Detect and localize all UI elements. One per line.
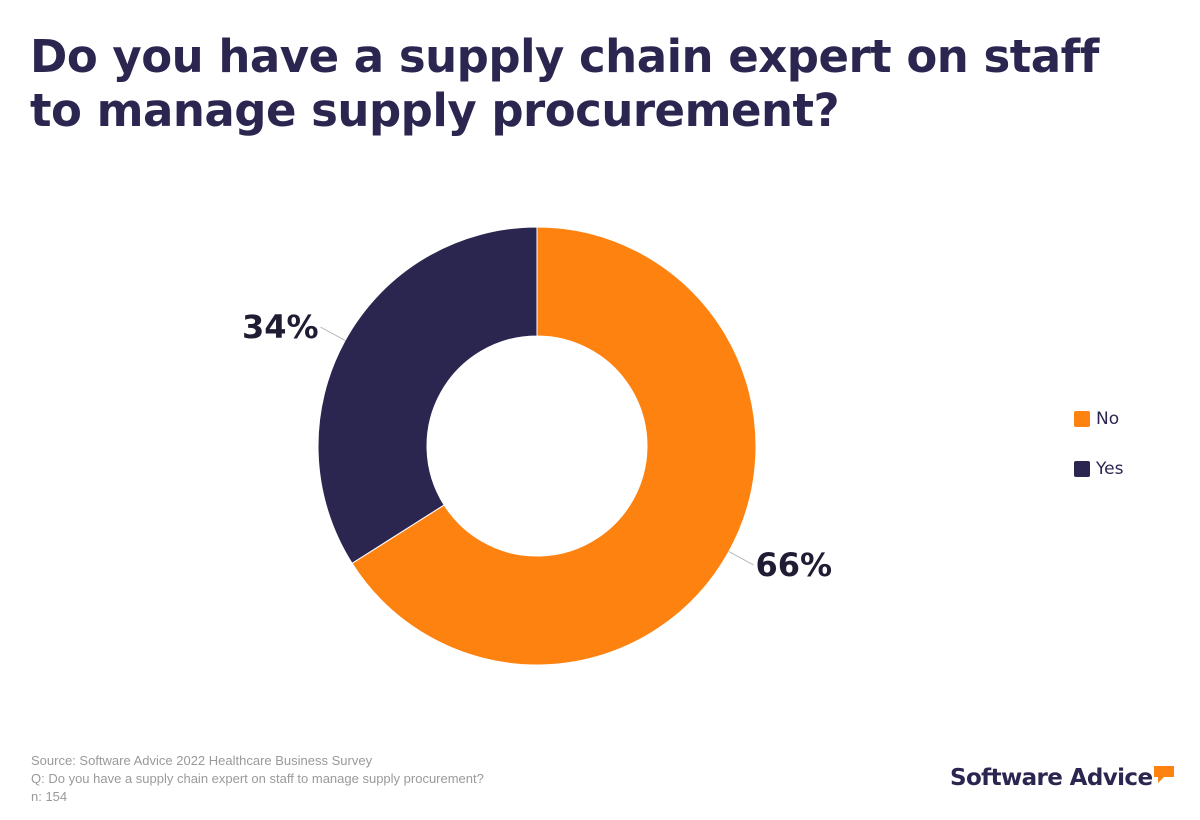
legend: No Yes <box>1074 406 1123 506</box>
leader-line-no <box>728 551 754 566</box>
legend-item-yes: Yes <box>1074 456 1123 482</box>
chart-title: Do you have a supply chain expert on sta… <box>30 30 1099 137</box>
legend-label-yes: Yes <box>1096 459 1124 479</box>
chart-footer: Source: Software Advice 2022 Healthcare … <box>31 752 484 806</box>
slice-yes <box>317 226 538 565</box>
slice-label-no: 66% <box>755 546 832 584</box>
legend-item-no: No <box>1074 406 1123 432</box>
legend-swatch-no <box>1074 411 1090 427</box>
donut-slices <box>317 226 757 666</box>
leader-line-yes <box>320 326 346 341</box>
software-advice-logo: Software Advice <box>950 763 1175 793</box>
slice-no <box>351 226 757 666</box>
logo-text: Software Advice <box>950 765 1153 791</box>
footer-question: Q: Do you have a supply chain expert on … <box>31 771 484 786</box>
slice-label-yes: 34% <box>242 308 319 346</box>
slice-labels: 66% 34% <box>242 308 832 584</box>
label-leader-lines <box>320 326 754 566</box>
legend-swatch-yes <box>1074 461 1090 477</box>
legend-label-no: No <box>1096 409 1120 429</box>
speech-bubble-icon <box>1154 766 1175 783</box>
footer-sample-size: n: 154 <box>31 789 68 804</box>
footer-source: Source: Software Advice 2022 Healthcare … <box>31 753 373 768</box>
